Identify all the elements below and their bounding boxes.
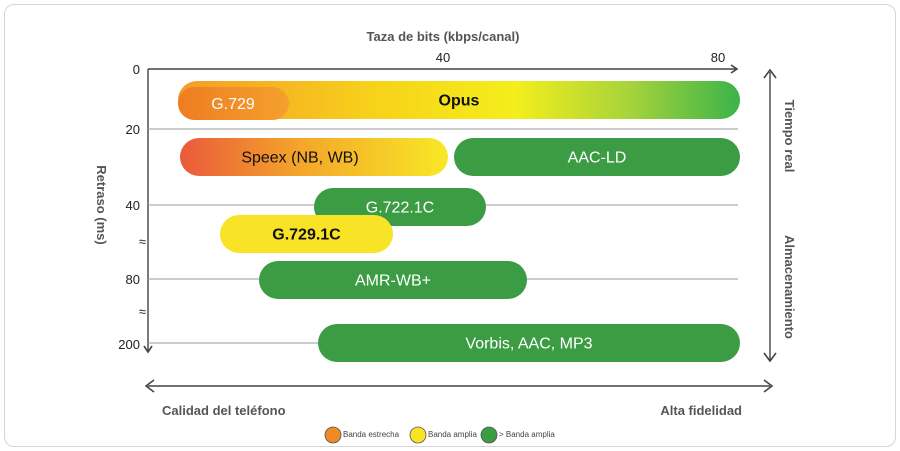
y-tick-80: 80 <box>126 272 140 287</box>
label-almacenamiento: Almacenamiento <box>782 235 797 339</box>
bar-label-amr-wb: AMR-WB+ <box>355 273 431 290</box>
y-tick-200: 200 <box>118 337 140 352</box>
legend-label-superwide: > Banda amplia <box>499 430 555 439</box>
bar-label-opus: Opus <box>439 93 480 110</box>
legend-swatch-superwide <box>480 426 498 444</box>
legend-label-wide: Banda amplia <box>428 430 477 439</box>
label-alta-fidelidad: Alta fidelidad <box>660 403 742 418</box>
bar-label-g-729-1c: G.729.1C <box>272 227 341 244</box>
x-tick-40: 40 <box>436 50 450 65</box>
legend-label-narrow: Banda estrecha <box>343 430 400 439</box>
label-tiempo-real: Tiempo real <box>782 100 797 173</box>
bar-g-729-1c <box>220 215 393 253</box>
x-tick-80: 80 <box>711 50 725 65</box>
bar-label-aac-ld: AAC-LD <box>568 150 627 167</box>
y-break-1: ≈ <box>139 234 146 249</box>
y-break-2: ≈ <box>139 304 146 319</box>
x-axis-title: Taza de bits (kbps/canal) <box>367 29 520 44</box>
bottom-axis-arrow-left <box>144 379 155 393</box>
bar-label-vorbis-aac-mp3: Vorbis, AAC, MP3 <box>465 336 592 353</box>
y-tick-20: 20 <box>126 122 140 137</box>
legend: Banda estrecha Banda amplia > Banda ampl… <box>324 426 555 444</box>
bottom-axis-arrow-right <box>763 379 774 393</box>
bar-label-speex-nb-wb: Speex (NB, WB) <box>241 150 358 167</box>
codec-bars: Opus G.729 Speex (NB, WB) AAC-LD G.722.1C G.7… <box>178 81 740 362</box>
bar-g-729 <box>178 87 289 120</box>
right-axis-arrow-down <box>763 352 777 363</box>
y-tick-40: 40 <box>126 198 140 213</box>
y-tick-0: 0 <box>133 62 140 77</box>
y-axis-title: Retraso (ms) <box>94 165 109 244</box>
legend-swatch-wide <box>409 426 427 444</box>
right-axis-arrow-up <box>763 68 777 79</box>
label-calidad-telefono: Calidad del teléfono <box>162 403 286 418</box>
bar-speex-nb-wb <box>180 138 448 176</box>
bar-label-g-729: G.729 <box>211 96 255 113</box>
bar-amr-wb <box>259 261 527 299</box>
bar-opus <box>178 81 740 119</box>
bar-aac-ld <box>454 138 740 176</box>
legend-swatch-narrow <box>324 426 342 444</box>
bar-label-g-722-1c: G.722.1C <box>366 200 434 217</box>
bar-vorbis-aac-mp3 <box>318 324 740 362</box>
